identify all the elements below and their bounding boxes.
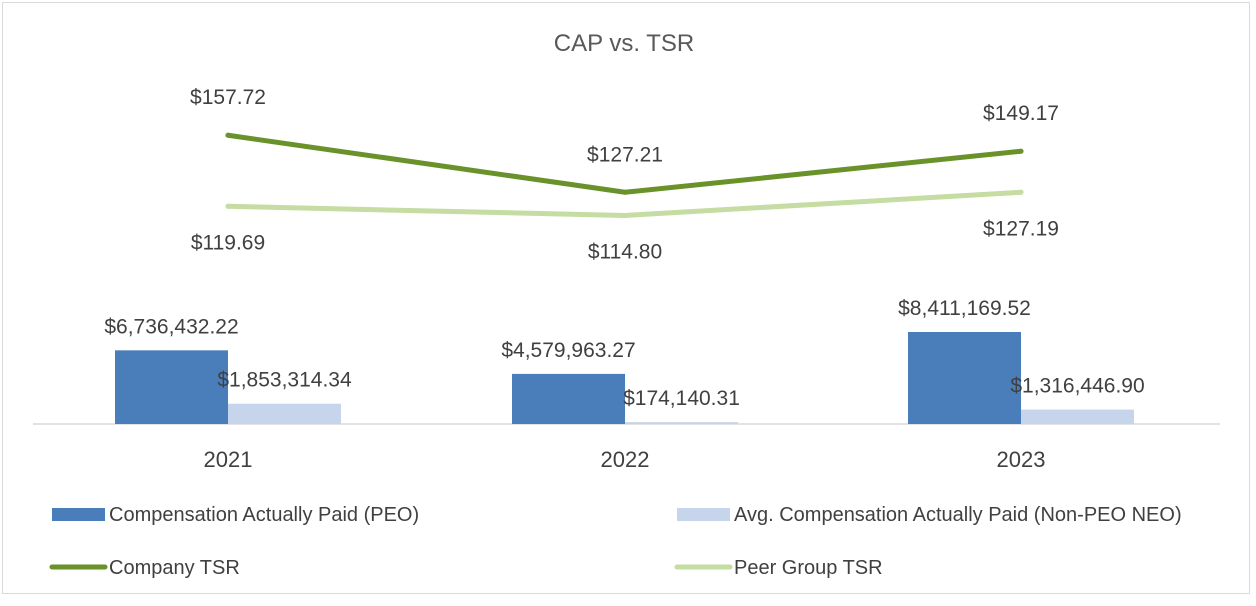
- data-label-company-tsr-2021: $157.72: [190, 86, 266, 109]
- data-label-compensation-actually-paid-peo-2023: $8,411,169.52: [898, 297, 1031, 320]
- line-peer-group-tsr: [225, 189, 1024, 218]
- legend-label-peer-group-tsr: Peer Group TSR: [734, 557, 883, 579]
- x-tick-label-2023: 2023: [997, 447, 1046, 472]
- chart-title: CAP vs. TSR: [554, 30, 694, 57]
- data-label-avg-compensation-actually-paid-non-peo-neo-2022: $174,140.31: [623, 387, 740, 410]
- bar-compensation-actually-paid-peo-2022: [512, 373, 625, 424]
- data-label-peer-group-tsr-2022: $114.80: [588, 240, 662, 263]
- point-peer-group-tsr-2022: [622, 212, 628, 218]
- bar-compensation-actually-paid-peo-2021: [115, 350, 228, 424]
- legend-swatch-avg-compensation-actually-paid-non-peo-neo: [677, 508, 730, 521]
- bar-avg-compensation-actually-paid-non-peo-neo-2022: [625, 422, 738, 424]
- legend-label-company-tsr: Company TSR: [109, 557, 240, 579]
- bar-avg-compensation-actually-paid-non-peo-neo-2021: [228, 403, 341, 424]
- data-label-peer-group-tsr-2023: $127.19: [983, 217, 1059, 240]
- bar-avg-compensation-actually-paid-non-peo-neo-2023: [1021, 409, 1134, 424]
- data-label-peer-group-tsr-2021: $119.69: [191, 231, 265, 254]
- chart-frame: [2, 2, 1250, 594]
- data-label-compensation-actually-paid-peo-2022: $4,579,963.27: [501, 339, 635, 362]
- data-label-company-tsr-2023: $149.17: [983, 102, 1059, 125]
- point-peer-group-tsr-2023: [1018, 189, 1024, 195]
- bar-compensation-actually-paid-peo-2023: [908, 332, 1021, 424]
- legend-label-compensation-actually-paid-peo: Compensation Actually Paid (PEO): [109, 504, 419, 526]
- data-label-company-tsr-2022: $127.21: [587, 143, 663, 166]
- data-label-compensation-actually-paid-peo-2021: $6,736,432.22: [104, 315, 238, 338]
- x-tick-label-2021: 2021: [204, 447, 253, 472]
- legend-label-avg-compensation-actually-paid-non-peo-neo: Avg. Compensation Actually Paid (Non-PEO…: [734, 504, 1182, 526]
- point-company-tsr-2021: [225, 132, 231, 138]
- point-company-tsr-2023: [1018, 148, 1024, 154]
- legend-swatch-compensation-actually-paid-peo: [52, 508, 105, 521]
- data-label-avg-compensation-actually-paid-non-peo-neo-2023: $1,316,446.90: [1010, 375, 1144, 398]
- point-peer-group-tsr-2021: [225, 203, 231, 209]
- point-company-tsr-2022: [622, 189, 628, 195]
- x-tick-label-2022: 2022: [601, 447, 650, 472]
- data-label-avg-compensation-actually-paid-non-peo-neo-2021: $1,853,314.34: [217, 369, 352, 392]
